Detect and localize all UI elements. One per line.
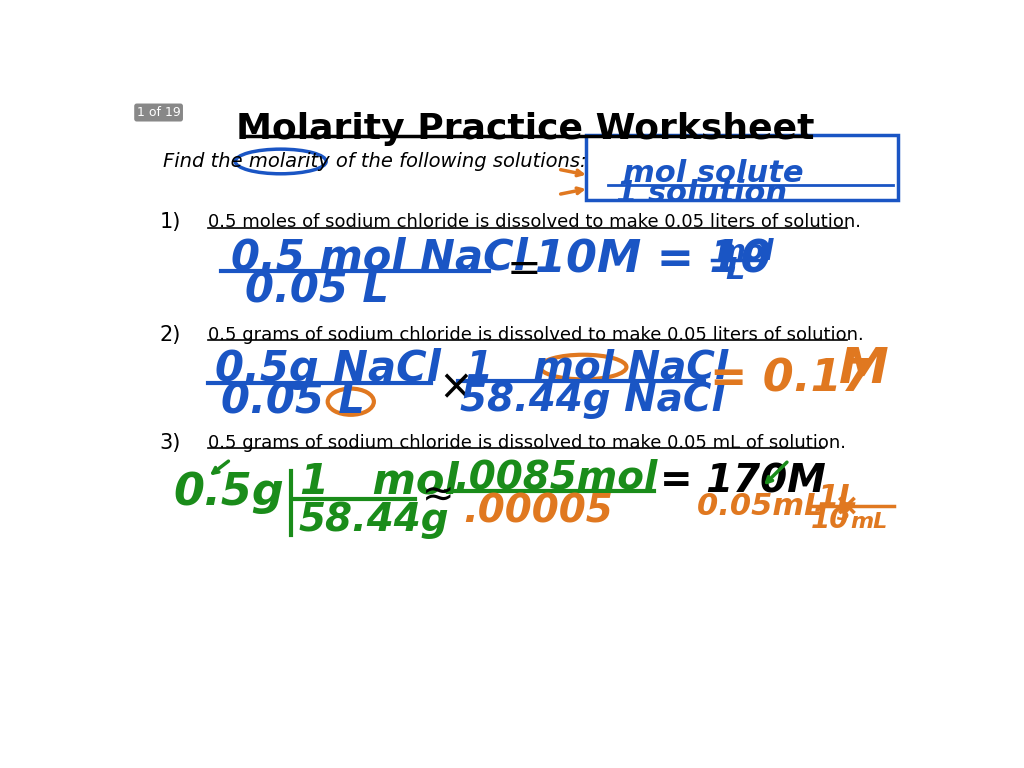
Text: 3): 3) — [160, 432, 181, 452]
Text: 2): 2) — [160, 325, 181, 345]
Text: 58.44g NaCl: 58.44g NaCl — [460, 381, 725, 419]
Text: 0.5g NaCl: 0.5g NaCl — [215, 349, 441, 390]
Text: mol: mol — [716, 237, 773, 266]
Text: 0.05 L: 0.05 L — [245, 270, 388, 312]
Text: 3: 3 — [838, 505, 851, 524]
Text: = 170M: = 170M — [660, 462, 826, 500]
Text: 1 of 19: 1 of 19 — [137, 106, 180, 119]
Text: 1   mol NaCl: 1 mol NaCl — [466, 348, 728, 386]
Text: = 0.17: = 0.17 — [710, 357, 872, 400]
Text: mL: mL — [851, 511, 888, 531]
Text: .00005: .00005 — [463, 493, 613, 531]
Text: 10M = 10: 10M = 10 — [535, 239, 771, 282]
Text: 0.5 grams of sodium chloride is dissolved to make 0.05 mL of solution.: 0.5 grams of sodium chloride is dissolve… — [208, 433, 846, 452]
FancyBboxPatch shape — [587, 134, 898, 200]
Text: 1 solution: 1 solution — [615, 179, 786, 208]
Text: 0.5 mol NaCl: 0.5 mol NaCl — [230, 237, 527, 279]
Text: 0.5 grams of sodium chloride is dissolved to make 0.05 liters of solution.: 0.5 grams of sodium chloride is dissolve… — [208, 326, 863, 344]
Text: mol solute: mol solute — [624, 158, 804, 187]
Text: 0.05 L: 0.05 L — [221, 381, 366, 422]
Text: ≈: ≈ — [422, 476, 455, 514]
Text: 1L: 1L — [817, 482, 858, 511]
Text: .0085mol: .0085mol — [454, 458, 657, 496]
Text: L: L — [725, 257, 744, 285]
Text: 1): 1) — [160, 211, 181, 231]
Text: =: = — [506, 248, 541, 290]
Text: Molarity Practice Worksheet: Molarity Practice Worksheet — [236, 112, 814, 146]
Text: 1   mol: 1 mol — [300, 460, 459, 502]
Text: M: M — [839, 346, 889, 393]
Text: 0.05mL ×: 0.05mL × — [696, 492, 859, 521]
Text: Find the molarity of the following solutions:: Find the molarity of the following solut… — [163, 152, 587, 171]
Text: 58.44g: 58.44g — [298, 501, 450, 538]
Text: 10: 10 — [810, 505, 849, 534]
Text: ×: × — [438, 366, 473, 408]
Text: 0.5g: 0.5g — [173, 471, 284, 514]
Text: 0.5 moles of sodium chloride is dissolved to make 0.05 liters of solution.: 0.5 moles of sodium chloride is dissolve… — [208, 213, 860, 230]
